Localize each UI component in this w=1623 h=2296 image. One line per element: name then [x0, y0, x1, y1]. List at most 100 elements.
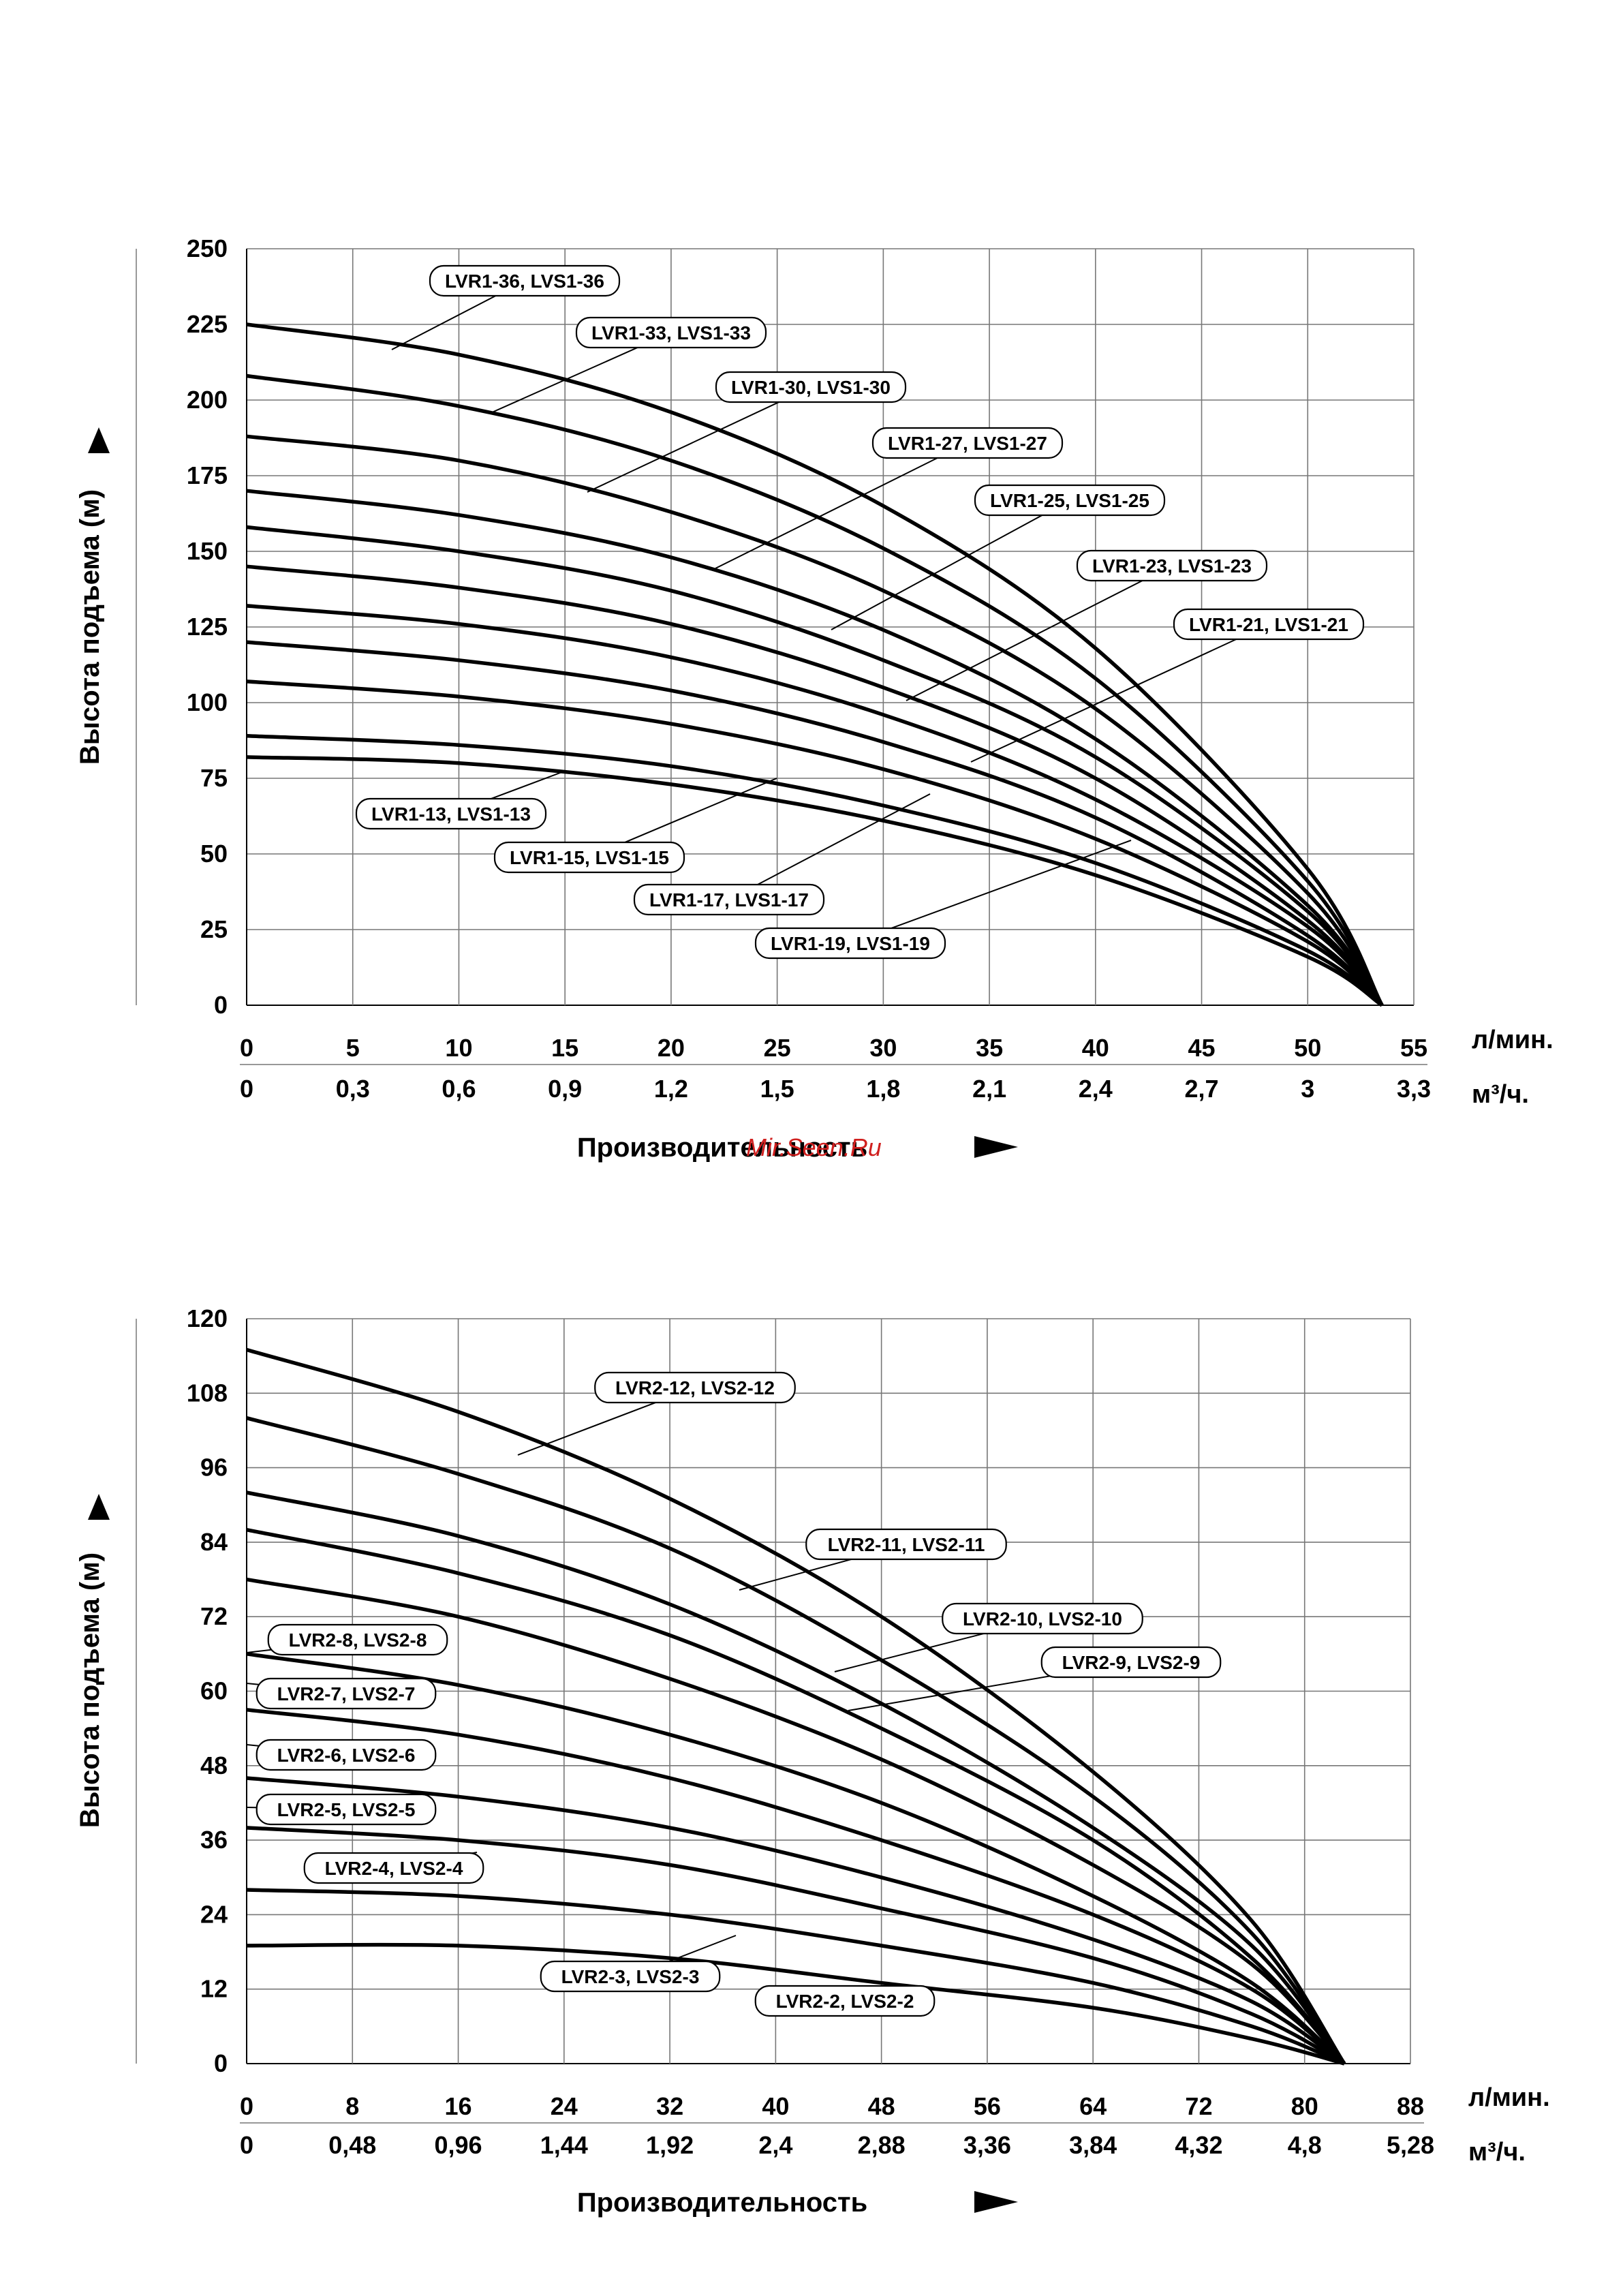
head-curve-line: [246, 1708, 1346, 2066]
curve-label-box: [256, 1739, 437, 1771]
curve-label-text: LVR1-19, LVS1-19: [771, 933, 930, 954]
curve-label-text: LVR1-23, LVS1-23: [1092, 555, 1252, 577]
curve-label-box: [871, 427, 1064, 459]
x2-tick-label: 3: [1301, 1075, 1314, 1103]
curve-labels-group: LVR2-12, LVS2-12 LVR2-11, LVS2-11 LVR2-10,…: [246, 1371, 1222, 2017]
head-curve-line: [246, 1942, 1345, 2066]
y-tick-label: 0: [214, 2049, 228, 2077]
x2-tick-label: 0,96: [435, 2131, 482, 2159]
x-unit-label: л/мин.: [1472, 1026, 1554, 1054]
x-tick-label: 5: [346, 1034, 360, 1062]
head-curve-line: [246, 734, 1383, 1007]
x2-tick-label: 3,84: [1069, 2131, 1117, 2159]
x2-tick-label: 1,2: [654, 1075, 688, 1103]
curve-label-text: LVR1-15, LVS1-15: [510, 847, 669, 868]
y-axis-title: Высота подъема (м): [75, 489, 105, 765]
curve-label-box: [942, 1602, 1143, 1635]
curve-label-box: [256, 1793, 437, 1826]
curve-label-text: LVR2-4, LVS2-4: [325, 1858, 463, 1879]
curve-label-text: LVR2-3, LVS2-3: [561, 1966, 700, 1987]
y-tick-label: 120: [187, 1304, 228, 1332]
y-tick-label: 75: [200, 764, 228, 792]
x-axis-arrow-icon: [974, 1136, 1018, 1158]
x2-tick-label: 5,28: [1387, 2131, 1434, 2159]
y-tick-label: 250: [187, 234, 228, 262]
curve-series-group: [246, 322, 1384, 1007]
x-tick-label: 50: [1294, 1034, 1321, 1062]
x2-tick-label: 2,1: [972, 1075, 1006, 1103]
x-tick-label: 40: [762, 2092, 789, 2120]
label-leader-line: [831, 500, 1070, 630]
head-curve-line: [246, 1577, 1346, 2065]
x-axis-title: Производительность: [577, 2188, 867, 2218]
chart-lvr2-head-curves: 0 12 24 36 48 60 72 84 96 108 120 0 8 16 24 32 40 48 56 64 7…: [75, 1304, 1550, 2218]
x-tick-label: 10: [445, 1034, 472, 1062]
y-tick-label: 48: [200, 1751, 228, 1779]
y-tick-label: 24: [200, 1900, 228, 1928]
head-curve-line: [246, 564, 1384, 1007]
x2-tick-label: 0: [240, 1075, 253, 1103]
x-tick-label: 40: [1082, 1034, 1109, 1062]
y-tick-label: 0: [214, 991, 228, 1019]
x2-tick-label: 2,88: [858, 2131, 906, 2159]
curve-label-text: LVR1-36, LVS1-36: [445, 271, 604, 292]
x2-tick-label: 1,5: [760, 1075, 794, 1103]
curve-label-box: [355, 797, 547, 830]
x-tick-label: 8: [345, 2092, 359, 2120]
x-tick-label: 30: [869, 1034, 897, 1062]
curve-label-box: [1173, 608, 1365, 641]
x-tick-label: 0: [240, 2092, 253, 2120]
curve-label-text: LVR2-2, LVS2-2: [776, 1991, 914, 2012]
curve-label-box: [493, 841, 685, 874]
y-tick-label: 125: [187, 613, 228, 641]
curve-label-box: [805, 1528, 1007, 1561]
x2-tick-label: 2,4: [758, 2131, 792, 2159]
curve-label-text: LVR2-10, LVS2-10: [963, 1608, 1122, 1629]
head-curve-line: [246, 679, 1384, 1007]
x2-unit-label: м³/ч.: [1472, 1080, 1529, 1109]
y-tick-label: 225: [187, 310, 228, 338]
watermark-text: Mir.Seen.Ru: [746, 1133, 882, 1161]
head-curve-line: [246, 1776, 1346, 2066]
head-curve-line: [246, 1888, 1346, 2066]
curve-label-box: [256, 1677, 437, 1710]
x2-tick-label: 0,6: [442, 1075, 476, 1103]
head-curve-line: [246, 373, 1384, 1007]
y-tick-label: 72: [200, 1602, 228, 1630]
curve-label-box: [575, 316, 767, 349]
head-curve-line: [246, 1528, 1346, 2065]
curve-label-box: [429, 264, 621, 297]
x-tick-label: 15: [551, 1034, 578, 1062]
x-tick-label: 20: [658, 1034, 685, 1062]
y-tick-label: 36: [200, 1826, 228, 1854]
head-curve-line: [246, 322, 1384, 1007]
x-tick-label: 80: [1291, 2092, 1318, 2120]
head-curve-line: [246, 489, 1384, 1007]
y-tick-label: 25: [200, 915, 228, 943]
head-curve-line: [246, 604, 1384, 1007]
curve-label-box: [540, 1960, 721, 1993]
curve-label-text: LVR1-13, LVS1-13: [371, 803, 531, 825]
y-tick-label: 200: [187, 386, 228, 414]
curve-label-text: LVR1-33, LVS1-33: [591, 322, 751, 343]
x-tick-label: 35: [976, 1034, 1003, 1062]
curve-label-box: [594, 1371, 796, 1404]
x2-tick-label: 0,9: [548, 1075, 582, 1103]
head-curve-line: [246, 1347, 1346, 2065]
x-tick-label: 55: [1400, 1034, 1427, 1062]
y-tick-label: 150: [187, 537, 228, 565]
curve-label-box: [267, 1623, 448, 1656]
head-curve-line: [246, 434, 1384, 1007]
x-tick-label: 64: [1079, 2092, 1107, 2120]
curve-labels-group: LVR1-36, LVS1-36 LVR1-33, LVS1-33 LVR1-30,…: [355, 264, 1365, 960]
curve-label-box: [715, 371, 907, 403]
x2-tick-label: 2,4: [1079, 1075, 1113, 1103]
y-axis-arrow-icon: [88, 427, 110, 453]
y-tick-label: 96: [200, 1454, 228, 1482]
label-leader-line: [906, 565, 1173, 701]
x2-tick-label: 1,8: [866, 1075, 900, 1103]
head-curve-line: [246, 755, 1383, 1007]
x2-tick-label: 3,36: [963, 2131, 1011, 2159]
